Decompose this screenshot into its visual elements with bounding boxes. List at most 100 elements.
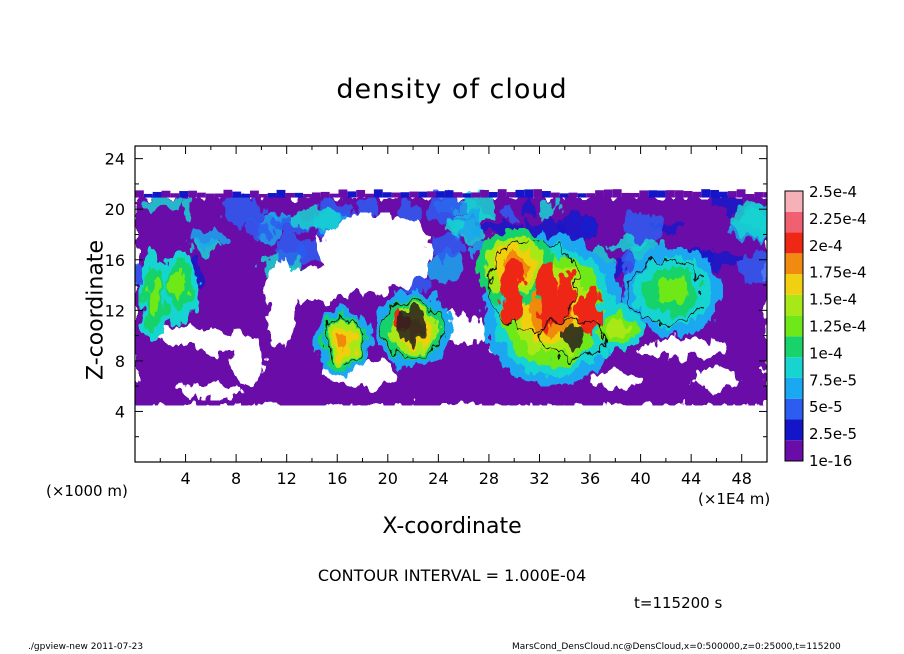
density-contour-fill	[656, 277, 689, 306]
y-tick-label: 24	[105, 150, 125, 169]
zero-density-patch	[590, 370, 641, 389]
y-tick-label: 8	[115, 352, 125, 371]
cloud-top-fragment	[701, 189, 711, 198]
cloud-top-fragment	[205, 193, 215, 198]
colorbar-segment	[785, 191, 803, 212]
y-axis-label: Z-coordinate	[83, 240, 109, 380]
density-blob	[428, 189, 459, 224]
x-tick-label: 12	[277, 469, 297, 488]
cloud-top-fragment	[515, 189, 525, 198]
cloud-top-fragment	[276, 189, 286, 198]
time-label: t=115200 s	[634, 594, 723, 612]
colorbar-segment	[785, 315, 803, 337]
cloud-top-fragment	[311, 192, 321, 198]
density-blob	[189, 226, 230, 247]
cloud-top-fragment	[170, 193, 180, 198]
peak-density-column	[577, 290, 603, 336]
colorbar-label: 2.5e-5	[809, 425, 857, 443]
cloud-top-fragment	[533, 189, 543, 198]
cloud-top-fragment	[559, 193, 569, 198]
cloud-top-fragment	[550, 192, 560, 198]
x-tick-label: 32	[529, 469, 549, 488]
colorbar-label: 2e-4	[809, 237, 843, 255]
cloud-density-field	[135, 189, 767, 406]
x-tick-label: 24	[428, 469, 448, 488]
colorbar-label: 1e-16	[809, 452, 852, 470]
contour-interval-note: CONTOUR INTERVAL = 1.000E-04	[317, 566, 587, 585]
cloud-top-fragment	[320, 191, 330, 198]
x-tick-label: 28	[479, 469, 499, 488]
chart-title: density of cloud	[336, 74, 568, 105]
dense-contour-cluster	[559, 325, 585, 346]
density-blob	[428, 253, 465, 286]
density-contour-fill	[336, 333, 351, 351]
cloud-top-fragment	[488, 191, 498, 198]
cloud-top-fragment	[435, 191, 445, 198]
density-blob	[277, 231, 301, 264]
x-tick-label: 44	[681, 469, 701, 488]
colorbar-segment	[785, 253, 803, 275]
y-tick-label: 20	[105, 200, 125, 219]
colorbar-segment	[785, 274, 803, 295]
cloud-top-fragment	[444, 190, 454, 198]
x-tick-label: 4	[180, 469, 190, 488]
cloud-top-fragment	[630, 192, 640, 198]
colorbar-segment	[785, 336, 803, 358]
cloud-top-fragment	[223, 189, 233, 198]
cloud-top-fragment	[665, 190, 675, 198]
cloud-top-fragment	[188, 190, 197, 198]
density-blob	[742, 213, 767, 228]
cloud-top-fragment	[595, 190, 604, 198]
contour-line	[488, 240, 578, 330]
cloud-top-fragment	[586, 193, 596, 198]
y-axis-ticks: 4 8 12 16 20 24	[105, 150, 767, 438]
density-blob	[220, 197, 267, 226]
colorbar-segment	[785, 294, 803, 316]
cloud-top-fragment	[196, 192, 206, 198]
density-blob	[740, 248, 767, 285]
cloud-top-fragment	[480, 189, 489, 198]
colorbar-label: 1.25e-4	[809, 318, 867, 336]
density-blob	[428, 234, 466, 260]
peak-density-column	[559, 272, 575, 318]
density-contour-fill	[147, 279, 161, 316]
density-blob	[442, 219, 465, 236]
cloud-top-fragment	[497, 189, 507, 198]
footer-left: ./gpview-new 2011-07-23	[28, 642, 144, 652]
colorbar-segment	[785, 232, 803, 254]
cloud-top-fragment	[453, 192, 463, 198]
cloud-top-fragment	[462, 193, 472, 198]
zero-density-patch	[265, 259, 296, 349]
peak-density-column	[536, 262, 560, 334]
x-tick-label: 48	[732, 469, 752, 488]
density-blob	[611, 259, 627, 274]
contour-lines	[322, 240, 705, 366]
cloud-top-fragment	[763, 192, 767, 198]
footer-right: MarsCond_DensCloud.nc@DensCloud,x=0:5000…	[512, 642, 841, 652]
cloud-top-fragment	[285, 192, 295, 198]
colorbar-segment	[785, 398, 803, 420]
x-tick-label: 8	[231, 469, 241, 488]
cloud-top-fragment	[409, 191, 419, 198]
colorbar-frame	[784, 190, 804, 462]
plot-frame	[134, 145, 768, 463]
cloud-top-fragment	[329, 193, 339, 198]
colorbar-label: 7.5e-5	[809, 371, 857, 389]
density-blob	[713, 195, 741, 215]
cloud-top-fragment	[294, 192, 304, 198]
density-blob	[541, 197, 558, 222]
cloud-top-fragment	[400, 192, 410, 198]
cloud-top-fragment	[143, 193, 153, 198]
dense-contour-cluster	[395, 307, 426, 344]
zero-density-patch	[691, 369, 742, 390]
y-tick-label: 16	[105, 251, 125, 270]
colorbar-label: 2.25e-4	[809, 210, 867, 228]
x-tick-label: 40	[630, 469, 650, 488]
density-contour-fill	[604, 318, 626, 340]
cloud-top-fragment	[214, 193, 224, 198]
zero-density-patch	[153, 324, 205, 347]
colorbar-segment	[785, 377, 803, 399]
x-axis-unit: (×1E4 m)	[698, 490, 771, 508]
density-blob	[623, 210, 664, 247]
